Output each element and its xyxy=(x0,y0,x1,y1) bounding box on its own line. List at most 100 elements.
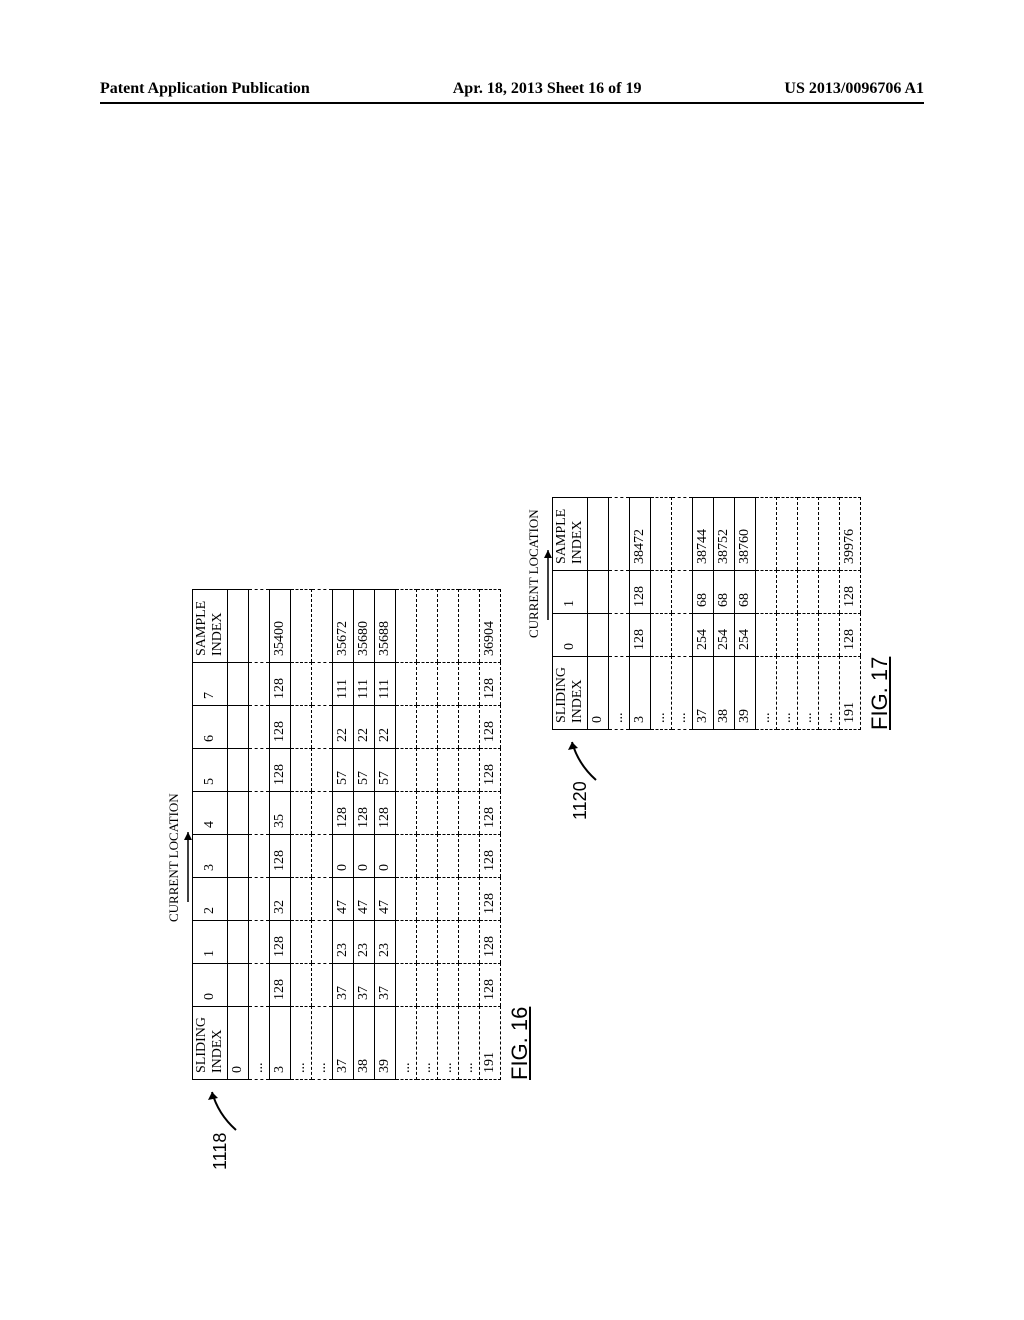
table-cell xyxy=(756,614,777,657)
table-cell: 0 xyxy=(228,1007,249,1080)
table-cell: 38472 xyxy=(630,498,651,571)
fig17-caption: FIG. 17 xyxy=(867,497,893,730)
table-cell: 0 xyxy=(375,835,396,878)
column-header: 4 xyxy=(193,792,228,835)
table-cell: ... xyxy=(396,1007,417,1080)
table-cell: 38 xyxy=(714,657,735,730)
table-cell xyxy=(459,749,480,792)
table-row: ... xyxy=(438,590,459,1080)
table-row: 0 xyxy=(588,498,609,730)
column-header: 0 xyxy=(553,614,588,657)
table-cell: 0 xyxy=(588,657,609,730)
current-location-label: CURRENT LOCATION xyxy=(166,793,182,922)
table-cell: 38752 xyxy=(714,498,735,571)
table-row: ... xyxy=(459,590,480,1080)
table-cell xyxy=(396,792,417,835)
table-cell: ... xyxy=(438,1007,459,1080)
table-cell xyxy=(459,964,480,1007)
table-cell: 35680 xyxy=(354,590,375,663)
table-cell: ... xyxy=(756,657,777,730)
table-cell xyxy=(291,964,312,1007)
leader-arrow-icon xyxy=(206,1082,242,1132)
table-cell xyxy=(777,498,798,571)
table-cell xyxy=(312,835,333,878)
table-cell xyxy=(228,590,249,663)
table-cell xyxy=(777,571,798,614)
table-cell: 39 xyxy=(735,657,756,730)
table-cell: 254 xyxy=(714,614,735,657)
table-cell xyxy=(291,590,312,663)
table-cell: 128 xyxy=(270,835,291,878)
table-cell xyxy=(291,749,312,792)
table-cell xyxy=(438,964,459,1007)
ref-1120: 1120 xyxy=(570,781,591,820)
table-cell xyxy=(459,921,480,964)
table-cell xyxy=(438,792,459,835)
table-cell: 128 xyxy=(333,792,354,835)
table-cell xyxy=(249,749,270,792)
table-cell: 128 xyxy=(375,792,396,835)
table-cell xyxy=(438,921,459,964)
table-cell: 128 xyxy=(480,706,501,749)
table-cell: 128 xyxy=(270,706,291,749)
table-cell: 22 xyxy=(375,706,396,749)
table-cell: 22 xyxy=(333,706,354,749)
column-header: 0 xyxy=(193,964,228,1007)
table-cell xyxy=(249,706,270,749)
column-header: 2 xyxy=(193,878,228,921)
table-cell xyxy=(228,792,249,835)
column-header: 7 xyxy=(193,663,228,706)
table-cell: 47 xyxy=(354,878,375,921)
table-cell: 37 xyxy=(333,964,354,1007)
table-cell xyxy=(312,792,333,835)
column-header: SAMPLEINDEX xyxy=(553,498,588,571)
table-cell: 68 xyxy=(735,571,756,614)
table-cell xyxy=(459,706,480,749)
column-header: 1 xyxy=(553,571,588,614)
table-cell xyxy=(291,878,312,921)
table-cell xyxy=(417,835,438,878)
table-row: ... xyxy=(777,498,798,730)
table-cell xyxy=(291,835,312,878)
table-cell: ... xyxy=(819,657,840,730)
table-row: ... xyxy=(651,498,672,730)
table-row: ... xyxy=(672,498,693,730)
table-cell xyxy=(249,964,270,1007)
table-cell xyxy=(459,878,480,921)
table-cell xyxy=(396,921,417,964)
table-cell xyxy=(249,921,270,964)
table-cell: 111 xyxy=(375,663,396,706)
leader-arrow-icon xyxy=(566,732,602,782)
table-cell xyxy=(609,498,630,571)
table-cell xyxy=(756,571,777,614)
column-header: 5 xyxy=(193,749,228,792)
table-cell xyxy=(291,792,312,835)
table-cell xyxy=(438,590,459,663)
table-cell xyxy=(777,614,798,657)
table-cell xyxy=(291,663,312,706)
table-row: ... xyxy=(609,498,630,730)
table-cell: 37 xyxy=(333,1007,354,1080)
figure-17: 1120 CURRENT LOCATION SLIDINGINDEX01SAMP… xyxy=(552,497,893,730)
column-header: SLIDINGINDEX xyxy=(193,1007,228,1080)
table-cell xyxy=(609,614,630,657)
table-row: ... xyxy=(291,590,312,1080)
table-cell: 23 xyxy=(333,921,354,964)
table-cell xyxy=(459,590,480,663)
table-row: 19112812812812812812812812836904 xyxy=(480,590,501,1080)
table-cell: 254 xyxy=(693,614,714,657)
table-row: ... xyxy=(249,590,270,1080)
table-row: ... xyxy=(312,590,333,1080)
column-header: SLIDINGINDEX xyxy=(553,657,588,730)
table-cell xyxy=(312,921,333,964)
table-cell: ... xyxy=(291,1007,312,1080)
table-cell xyxy=(396,964,417,1007)
table-fig17: SLIDINGINDEX01SAMPLEINDEX0...31281283847… xyxy=(552,497,861,730)
table-cell: 37 xyxy=(693,657,714,730)
table-cell xyxy=(291,921,312,964)
table-cell: 35 xyxy=(270,792,291,835)
table-cell xyxy=(228,706,249,749)
table-cell xyxy=(819,571,840,614)
table-cell xyxy=(417,706,438,749)
table-cell: 128 xyxy=(354,792,375,835)
